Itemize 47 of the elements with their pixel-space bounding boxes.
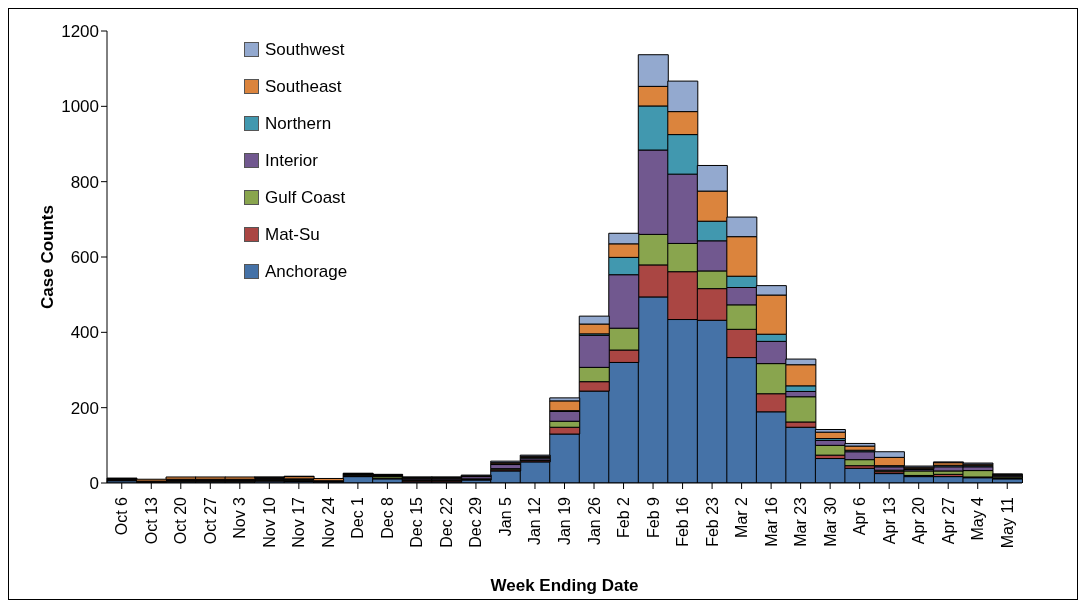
legend-label: Northern	[265, 113, 332, 134]
y-tick-label: 800	[70, 172, 99, 192]
legend-label: Anchorage	[265, 261, 348, 282]
x-tick-label: Nov 17	[290, 496, 308, 548]
x-tick-label: Nov 10	[260, 496, 278, 548]
x-tick-label: Feb 2	[615, 496, 633, 538]
legend-label: Southeast	[265, 76, 342, 97]
x-tick-label: Apr 6	[851, 496, 869, 536]
x-tick-label: May 11	[998, 496, 1016, 549]
x-tick-label: Feb 23	[703, 496, 721, 547]
x-tick-label: Apr 27	[939, 496, 957, 545]
x-tick-label: Mar 23	[792, 496, 810, 547]
x-tick-label: Mar 30	[821, 496, 839, 547]
legend-label: Gulf Coast	[265, 187, 346, 208]
x-tick-label: Dec 15	[408, 496, 426, 548]
y-tick-label: 200	[70, 398, 99, 418]
legend-label: Interior	[265, 150, 318, 171]
x-tick-label: Oct 20	[172, 496, 190, 545]
x-tick-label: Jan 12	[526, 496, 544, 546]
x-tick-label: Apr 13	[880, 496, 898, 545]
x-tick-label: Jan 19	[556, 496, 573, 546]
x-tick-label: Feb 16	[674, 496, 692, 547]
x-tick-label: Feb 9	[644, 496, 662, 538]
y-axis-title: Case Counts	[38, 205, 58, 309]
y-tick-label: 600	[70, 248, 99, 268]
x-tick-label: Dec 8	[378, 496, 396, 539]
x-tick-label: Jan 26	[585, 496, 603, 546]
x-tick-label: Oct 13	[142, 496, 160, 545]
x-tick-label: Oct 6	[113, 496, 131, 536]
y-tick-label: 1200	[61, 22, 99, 42]
y-tick-label: 1000	[61, 97, 99, 117]
legend-label: Southwest	[265, 39, 345, 60]
x-tick-label: Dec 22	[437, 496, 455, 548]
y-tick-label: 0	[89, 474, 99, 494]
x-tick-label: Oct 27	[201, 496, 219, 545]
x-tick-label: May 4	[969, 496, 987, 541]
x-tick-label: Nov 24	[319, 496, 337, 548]
legend-label: Mat-Su	[265, 224, 320, 245]
x-axis-title: Week Ending Date	[490, 576, 639, 595]
y-tick-label: 400	[70, 323, 99, 343]
x-tick-label: Mar 16	[762, 496, 780, 547]
x-tick-label: Mar 2	[733, 496, 751, 538]
x-tick-label: Dec 1	[349, 496, 367, 539]
x-tick-label: Dec 29	[467, 496, 485, 548]
x-tick-label: Apr 20	[910, 496, 928, 545]
x-tick-label: Jan 5	[496, 496, 514, 537]
x-tick-label: Nov 3	[231, 496, 249, 539]
